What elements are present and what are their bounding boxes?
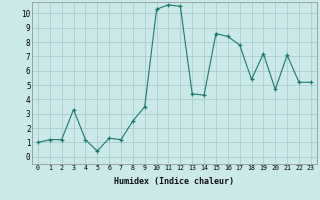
X-axis label: Humidex (Indice chaleur): Humidex (Indice chaleur) bbox=[115, 177, 234, 186]
